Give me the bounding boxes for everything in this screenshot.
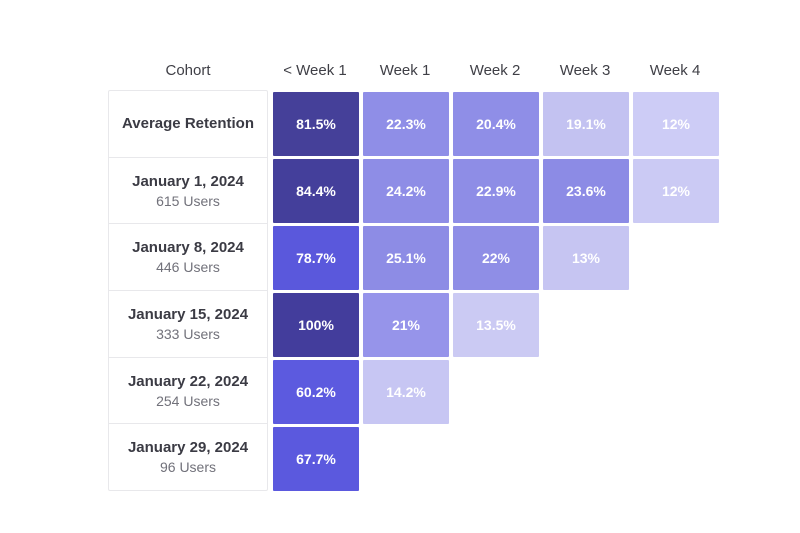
column-header-pre-week-1: < Week 1 xyxy=(283,61,347,79)
heatmap-cell[interactable]: 13.5% xyxy=(453,293,539,357)
heatmap-cell[interactable]: 25.1% xyxy=(363,226,449,290)
cohort-cell-jan-8: January 8, 2024 446 Users xyxy=(109,223,267,290)
heatmap-cell[interactable]: 19.1% xyxy=(543,92,629,156)
heatmap-cell[interactable]: 23.6% xyxy=(543,159,629,223)
heatmap-cell[interactable]: 24.2% xyxy=(363,159,449,223)
heatmap-cell[interactable]: 21% xyxy=(363,293,449,357)
cohort-title: Average Retention xyxy=(122,115,254,133)
column-header-week-4: Week 4 xyxy=(649,61,701,79)
heatmap-cell[interactable]: 84.4% xyxy=(273,159,359,223)
column-header-week-2: Week 2 xyxy=(469,61,521,79)
heatmap-cell[interactable]: 14.2% xyxy=(363,360,449,424)
cohort-column: Average Retention January 1, 2024 615 Us… xyxy=(108,90,268,491)
cohort-subtitle: 446 Users xyxy=(156,259,220,276)
cohort-title: January 15, 2024 xyxy=(127,305,249,323)
heatmap-cell[interactable]: 22.3% xyxy=(363,92,449,156)
heatmap-cell[interactable]: 12% xyxy=(633,159,719,223)
cohort-cell-jan-29: January 29, 2024 96 Users xyxy=(109,423,267,490)
cohort-subtitle: 96 Users xyxy=(159,459,217,476)
cohort-title: January 29, 2024 xyxy=(127,439,249,457)
column-header-week-1: Week 1 xyxy=(379,61,431,79)
column-header-cohort: Cohort xyxy=(165,61,211,79)
heatmap-cell[interactable]: 78.7% xyxy=(273,226,359,290)
heatmap-cell[interactable]: 13% xyxy=(543,226,629,290)
heatmap-cell[interactable]: 81.5% xyxy=(273,92,359,156)
heatmap-cell[interactable]: 100% xyxy=(273,293,359,357)
cohort-subtitle: 615 Users xyxy=(156,192,220,209)
cohort-cell-jan-1: January 1, 2024 615 Users xyxy=(109,156,267,224)
cohort-title: January 1, 2024 xyxy=(132,172,244,190)
heatmap-cell[interactable]: 60.2% xyxy=(273,360,359,424)
heatmap-cell[interactable]: 12% xyxy=(633,92,719,156)
cohort-subtitle: 333 Users xyxy=(156,325,220,342)
cohort-cell-jan-22: January 22, 2024 254 Users xyxy=(109,356,267,424)
header-row: Cohort < Week 1 Week 1 Week 2 Week 3 Wee… xyxy=(108,58,718,82)
heatmap-cell[interactable]: 67.7% xyxy=(273,427,359,491)
heatmap-cell[interactable]: 22.9% xyxy=(453,159,539,223)
cohort-subtitle: 254 Users xyxy=(156,392,220,409)
cohort-cell-jan-15: January 15, 2024 333 Users xyxy=(109,290,267,357)
heatmap-grid: 81.5% 22.3% 20.4% 19.1% 12% 84.4% 24.2% … xyxy=(273,92,719,491)
cohort-title: January 8, 2024 xyxy=(132,239,244,257)
heatmap-cell[interactable]: 20.4% xyxy=(453,92,539,156)
cohort-cell-average: Average Retention xyxy=(109,91,267,157)
column-header-week-3: Week 3 xyxy=(559,61,611,79)
heatmap-cell[interactable]: 22% xyxy=(453,226,539,290)
cohort-title: January 22, 2024 xyxy=(127,372,249,390)
